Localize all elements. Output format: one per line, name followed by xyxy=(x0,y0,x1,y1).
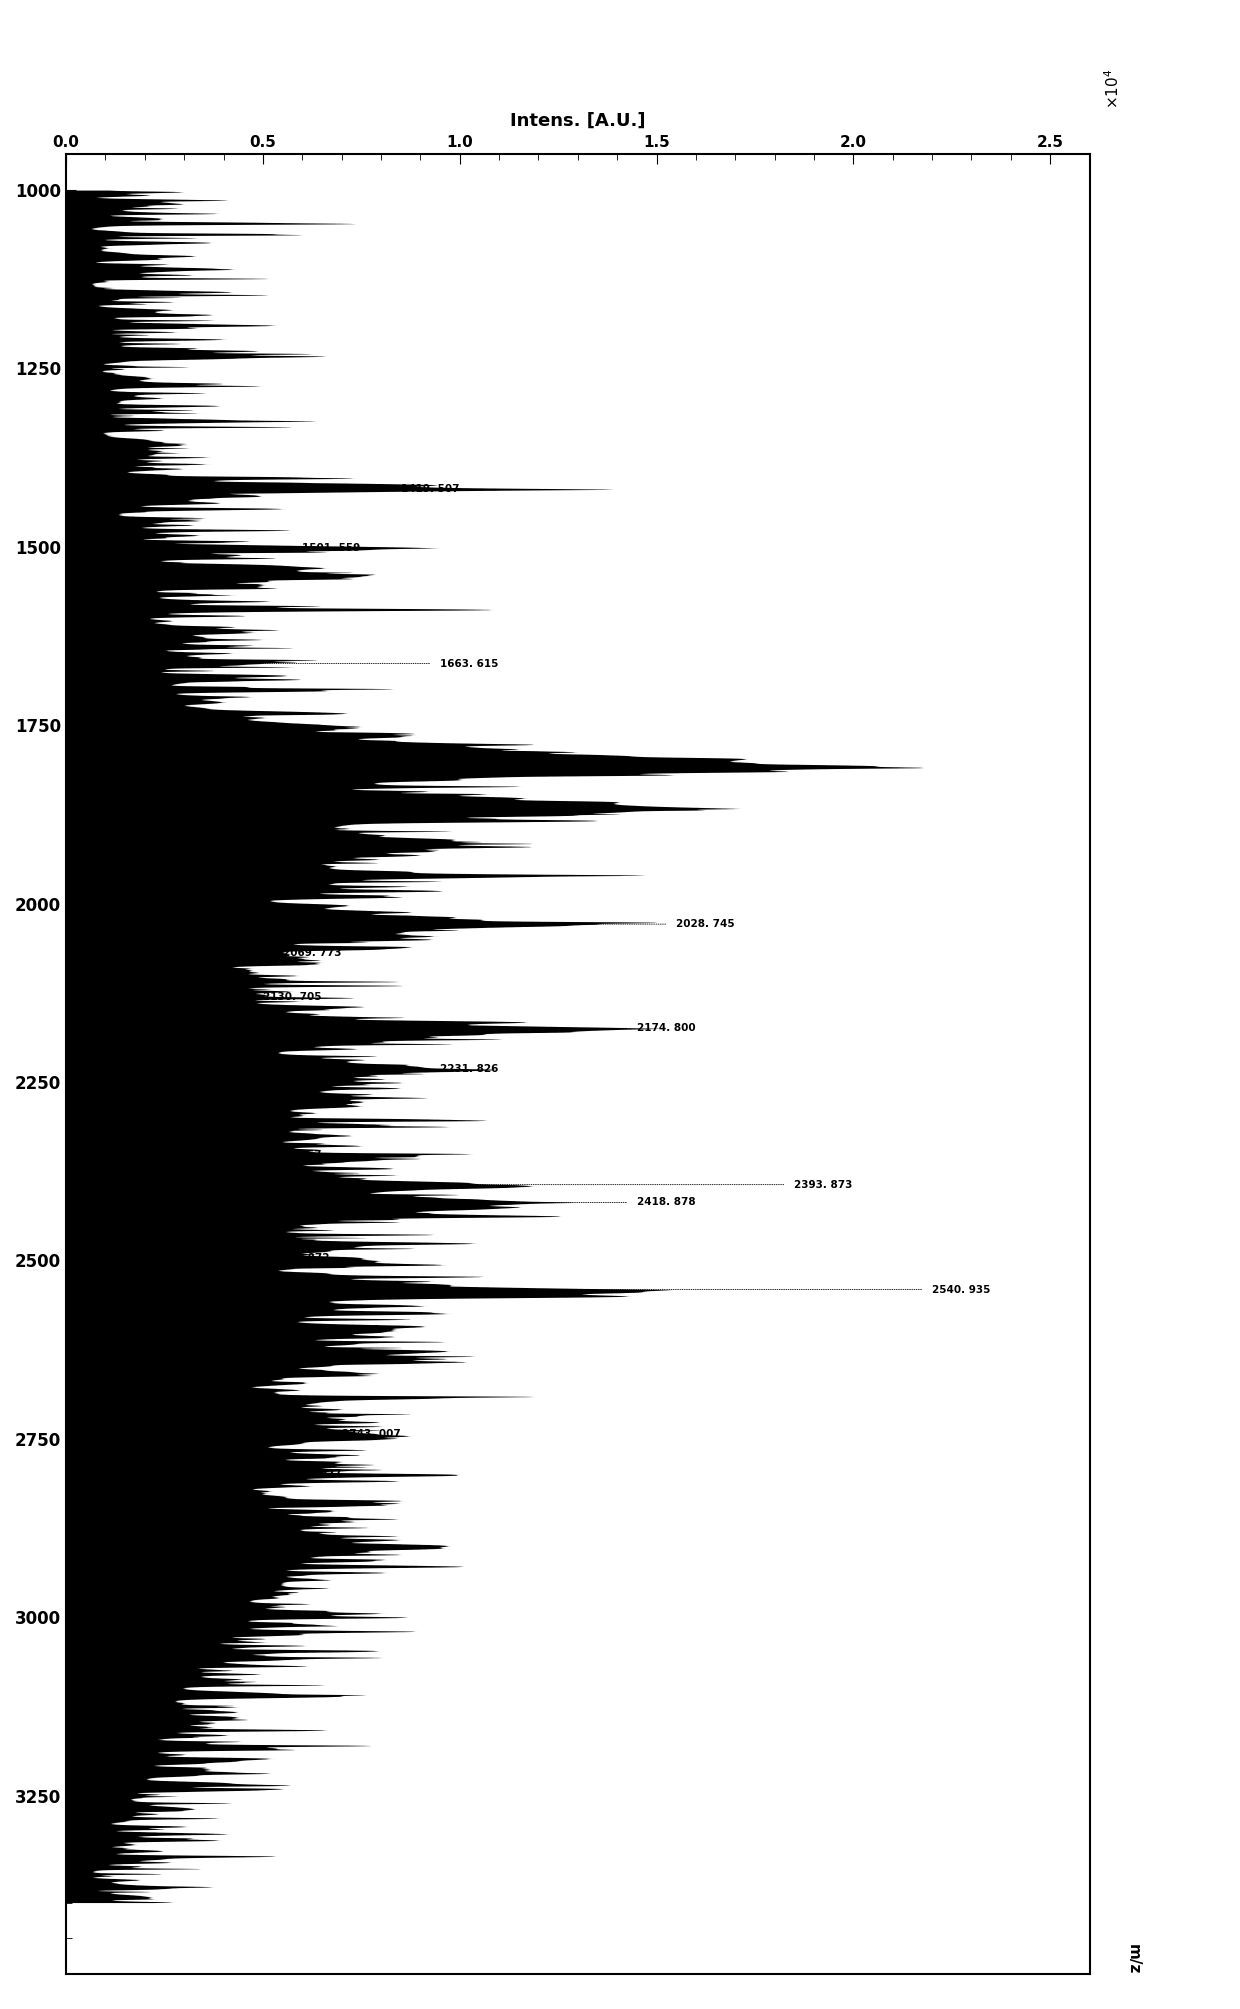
Text: 2641. 876: 2641. 876 xyxy=(283,1356,341,1366)
X-axis label: Intens. [A.U.]: Intens. [A.U.] xyxy=(510,113,646,131)
Text: 2028. 745: 2028. 745 xyxy=(676,918,735,928)
Text: 2434. 896: 2434. 896 xyxy=(310,1209,368,1219)
Text: 1809. 673: 1809. 673 xyxy=(440,763,498,773)
Text: 1866. 693: 1866. 693 xyxy=(342,804,401,814)
Text: 1501. 559: 1501. 559 xyxy=(303,542,361,552)
Text: 2496. 872: 2496. 872 xyxy=(270,1254,330,1264)
Text: 1419. 507: 1419. 507 xyxy=(401,484,459,494)
Text: 2069. 773: 2069. 773 xyxy=(283,948,341,958)
Text: m/z: m/z xyxy=(1126,1943,1141,1975)
Text: 2130. 705: 2130. 705 xyxy=(263,992,321,1002)
Text: 2596. 952: 2596. 952 xyxy=(322,1324,381,1334)
Text: 2276. 751: 2276. 751 xyxy=(294,1097,353,1107)
Text: $\times10^4$: $\times10^4$ xyxy=(1102,68,1121,108)
Text: 2743. 007: 2743. 007 xyxy=(342,1428,401,1438)
Text: 2351. 857: 2351. 857 xyxy=(263,1149,321,1159)
Text: 2393. 873: 2393. 873 xyxy=(795,1179,853,1189)
Text: 2905. 056: 2905. 056 xyxy=(310,1545,368,1555)
Text: 2174. 800: 2174. 800 xyxy=(637,1023,696,1033)
Text: 1663. 615: 1663. 615 xyxy=(440,659,498,669)
Text: 2540. 935: 2540. 935 xyxy=(932,1284,991,1294)
Text: 2800. 027: 2800. 027 xyxy=(283,1469,341,1479)
Text: 2418. 878: 2418. 878 xyxy=(637,1197,696,1207)
Text: 2231. 826: 2231. 826 xyxy=(440,1065,498,1075)
